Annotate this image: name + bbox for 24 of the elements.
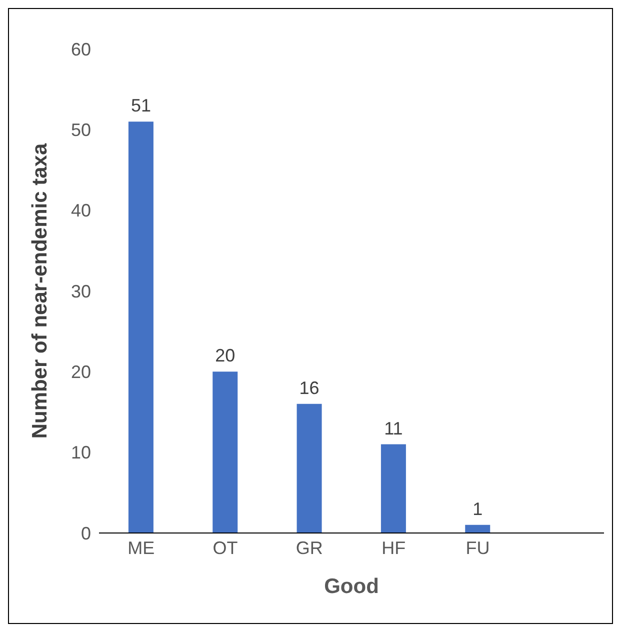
x-tick-label: HF: [382, 538, 406, 558]
y-tick-label: 20: [70, 362, 91, 382]
x-axis-title: Good: [324, 575, 379, 598]
data-label: 20: [215, 346, 236, 366]
data-label: 1: [472, 498, 483, 519]
y-axis-title: Number of near-endemic taxa: [28, 143, 52, 439]
x-tick-label: GR: [296, 538, 323, 558]
y-tick-label: 0: [80, 523, 91, 544]
bar: [380, 444, 406, 533]
data-label: 11: [384, 418, 403, 438]
data-label: 16: [299, 378, 320, 398]
y-tick-label: 10: [70, 442, 91, 463]
bar: [465, 524, 490, 533]
y-tick-label: 50: [70, 120, 91, 140]
bar: [128, 122, 154, 533]
bar: [296, 404, 322, 533]
y-tick-label: 40: [70, 200, 91, 221]
data-label: 51: [130, 96, 151, 116]
x-tick-label: OT: [212, 538, 238, 558]
y-tick-label: 30: [70, 281, 91, 302]
x-tick-label: FU: [466, 538, 490, 558]
y-tick-label: 60: [70, 39, 91, 60]
bar: [212, 372, 238, 533]
x-tick-label: ME: [128, 538, 155, 558]
